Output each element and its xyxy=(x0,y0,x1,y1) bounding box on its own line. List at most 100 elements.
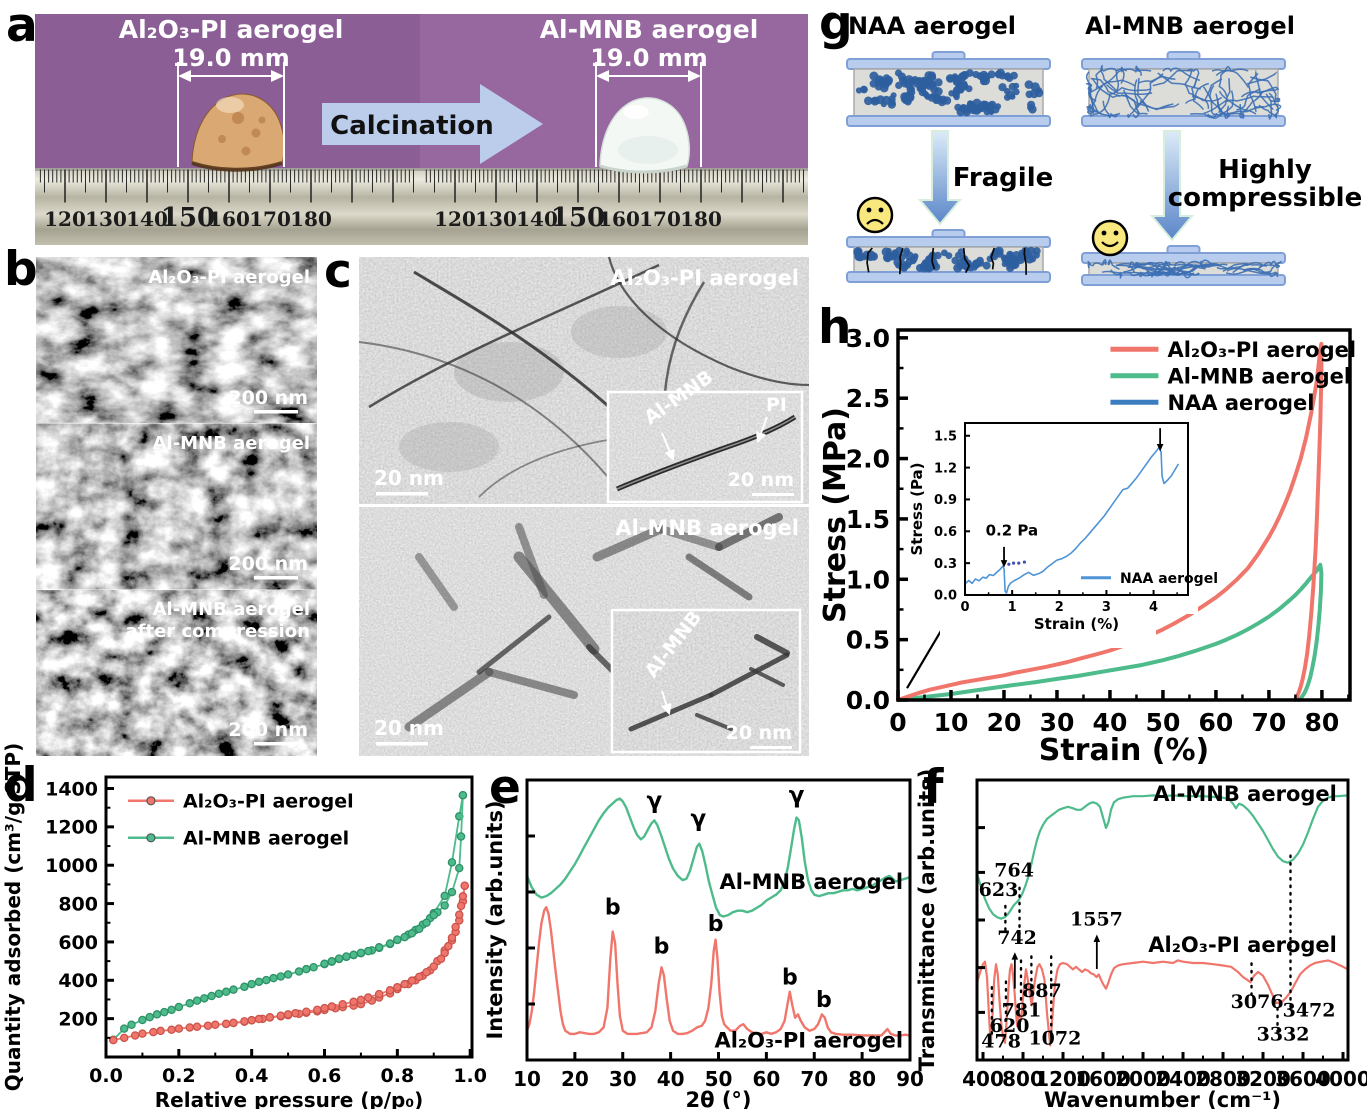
annotation-text: γ xyxy=(647,788,663,814)
sem-scale-text-3: 200 nm xyxy=(228,719,308,741)
sem-texture-3 xyxy=(36,590,317,756)
y-tick-label: 0.3 xyxy=(934,557,957,572)
annotation-arrowhead xyxy=(1000,560,1008,568)
panel-label-g: g xyxy=(819,0,853,51)
y-tick-label: 800 xyxy=(58,893,98,915)
xrd-chart: 10 20 30 40 50 60 70 80 90 2θ (°) Intensity (arb.u… xyxy=(483,778,924,1109)
particle xyxy=(864,96,873,106)
fiber xyxy=(1107,259,1120,270)
ruler-number: 120 xyxy=(434,207,476,231)
y-tick-label: 0.6 xyxy=(934,525,957,540)
x-tick-label: 60 xyxy=(752,1067,780,1091)
x-tick-label: 0.4 xyxy=(235,1065,269,1087)
compression-arrow-icon xyxy=(917,130,963,226)
x-tick-label: 2400 xyxy=(1155,1067,1211,1091)
sample-edge xyxy=(599,164,688,174)
data-marker xyxy=(455,863,464,873)
data-series xyxy=(525,797,912,918)
annotation-text: Al-MNB aerogel xyxy=(719,870,903,894)
sample-highlight xyxy=(623,105,649,119)
data-marker xyxy=(407,929,417,938)
inset1-scale-text: 20 nm xyxy=(728,469,794,491)
aerogel-sample-right xyxy=(599,97,690,174)
fiber xyxy=(1211,68,1250,88)
data-marker xyxy=(447,858,457,867)
data-marker xyxy=(458,892,468,901)
data-marker xyxy=(302,964,311,974)
x-tick-label: 10 xyxy=(513,1067,541,1091)
sample-shading xyxy=(618,136,678,164)
data-dot xyxy=(1022,560,1027,564)
data-marker xyxy=(334,954,344,963)
y-tick-label: 1000 xyxy=(45,855,98,877)
particle xyxy=(967,100,974,107)
ruler-number: 180 xyxy=(290,207,332,231)
particle xyxy=(956,85,964,94)
fragile-caption: Fragile xyxy=(953,163,1054,193)
sem-label-3-line1: Al-MNB aerogel xyxy=(153,599,310,620)
ruler-number: 140 xyxy=(516,207,558,231)
x-tick-label: 0.0 xyxy=(89,1065,123,1087)
sample-spot xyxy=(251,128,261,138)
happy-face-icon xyxy=(1091,219,1129,257)
fiber xyxy=(1184,82,1210,104)
data-marker xyxy=(185,999,195,1008)
data-marker xyxy=(167,1025,176,1035)
data-marker xyxy=(436,954,446,964)
fiber xyxy=(1142,260,1169,270)
x-tick-label: 0 xyxy=(960,600,969,615)
data-marker xyxy=(229,985,238,994)
data-dot xyxy=(1011,561,1016,565)
annotation-text: 3472 xyxy=(1283,1000,1336,1022)
sample-spot xyxy=(232,112,244,124)
fiber xyxy=(1165,264,1200,276)
particle xyxy=(875,95,885,105)
tem-label-1: Al₂O₃-PI aerogel xyxy=(610,266,799,290)
fiber xyxy=(1101,270,1141,277)
tem-label-2: Al-MNB aerogel xyxy=(615,516,799,540)
fiber xyxy=(1115,262,1161,267)
data-marker xyxy=(174,1024,184,1033)
data-marker xyxy=(200,994,209,1003)
data-marker xyxy=(254,1014,264,1024)
data-marker xyxy=(393,935,402,944)
data-marker xyxy=(221,1019,231,1029)
data-marker xyxy=(261,975,271,985)
x-tick-label: 0 xyxy=(889,708,906,737)
inset2-scalebar xyxy=(750,746,792,749)
fiber xyxy=(1226,95,1274,103)
legend-label: Al-MNB aerogel xyxy=(183,828,349,850)
fiber xyxy=(1102,100,1118,119)
particle xyxy=(1004,72,1012,80)
tem-inset-1: Al-MNB PI 20 nm xyxy=(606,366,804,504)
fiber xyxy=(1274,260,1282,266)
fiber xyxy=(1135,65,1142,77)
data-marker xyxy=(214,989,224,998)
ruler-number: 160 xyxy=(598,207,640,231)
tem-scalebar-1 xyxy=(376,492,428,496)
data-series xyxy=(525,905,912,1037)
fiber xyxy=(1190,99,1228,115)
annotation-text: b xyxy=(654,935,670,960)
particle xyxy=(957,248,965,255)
particle xyxy=(869,252,878,261)
annotation-text: 478 xyxy=(981,1030,1021,1052)
press-plate xyxy=(1081,274,1286,286)
data-marker xyxy=(447,933,457,942)
data-series xyxy=(975,959,1350,1047)
data-marker xyxy=(283,970,293,979)
y-axis-title: Transmittance (arb.units) xyxy=(915,769,939,1072)
particle xyxy=(854,252,864,261)
x-tick-label: 70 xyxy=(1252,708,1287,737)
fiber xyxy=(1110,86,1152,96)
data-series xyxy=(896,341,1324,702)
data-marker xyxy=(265,1013,275,1022)
data-marker xyxy=(240,982,249,992)
sample-edge xyxy=(191,161,283,172)
aerogel-sample-left xyxy=(191,93,285,172)
fiber xyxy=(1224,105,1231,119)
panel-label-a: a xyxy=(6,0,38,53)
x-tick-label: 30 xyxy=(609,1067,637,1091)
data-marker xyxy=(356,995,366,1005)
particle xyxy=(1009,93,1016,100)
